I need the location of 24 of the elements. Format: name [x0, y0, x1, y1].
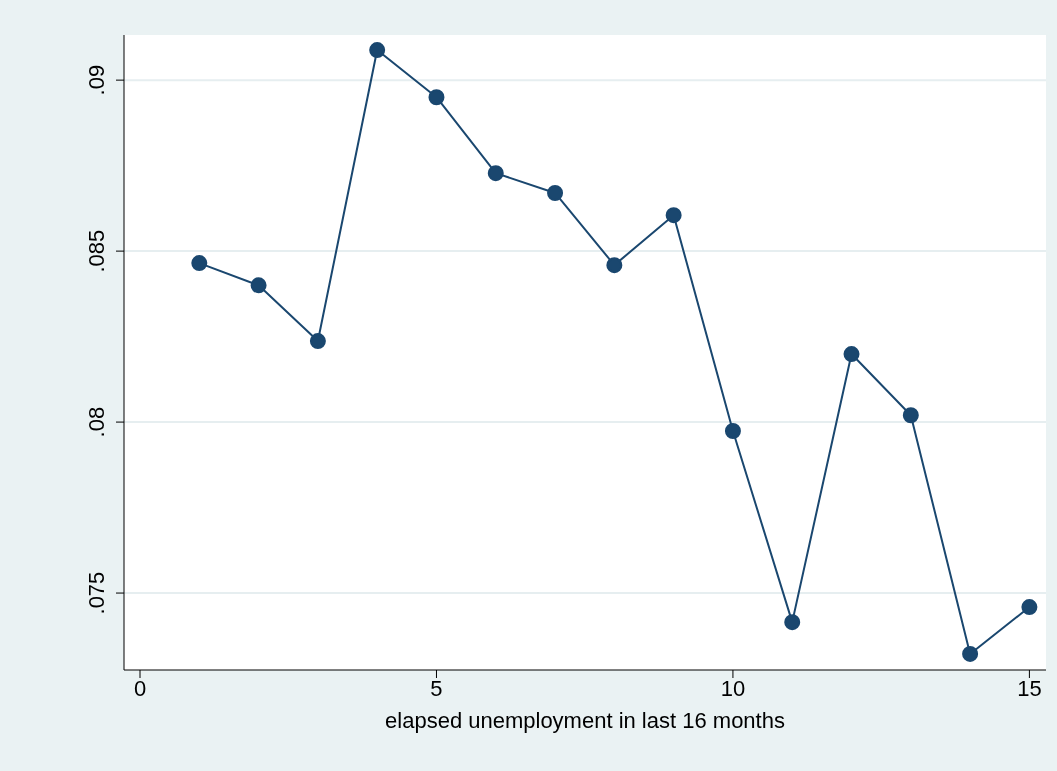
point [250, 277, 267, 294]
point [547, 184, 564, 201]
point [428, 89, 445, 106]
x-axis-title: elapsed unemployment in last 16 months [385, 708, 785, 733]
point [665, 207, 682, 224]
y-tick-label: .08 [84, 406, 109, 438]
y-tick-label: .09 [84, 64, 109, 96]
x-tick-label: 10 [720, 675, 746, 701]
x-tick-label: 0 [133, 675, 147, 701]
y-tick-label: .075 [84, 571, 109, 615]
x-tick-label: 5 [430, 675, 443, 701]
x-tick-label: 15 [1017, 675, 1042, 701]
point [724, 422, 741, 439]
point [191, 255, 208, 272]
y-tick-label: .085 [84, 229, 109, 273]
point [1021, 599, 1038, 616]
point [784, 614, 801, 631]
point [962, 645, 979, 662]
point [487, 165, 504, 182]
point [843, 346, 860, 363]
point [369, 42, 386, 59]
point [606, 257, 623, 274]
point [902, 407, 919, 424]
point [309, 333, 326, 350]
